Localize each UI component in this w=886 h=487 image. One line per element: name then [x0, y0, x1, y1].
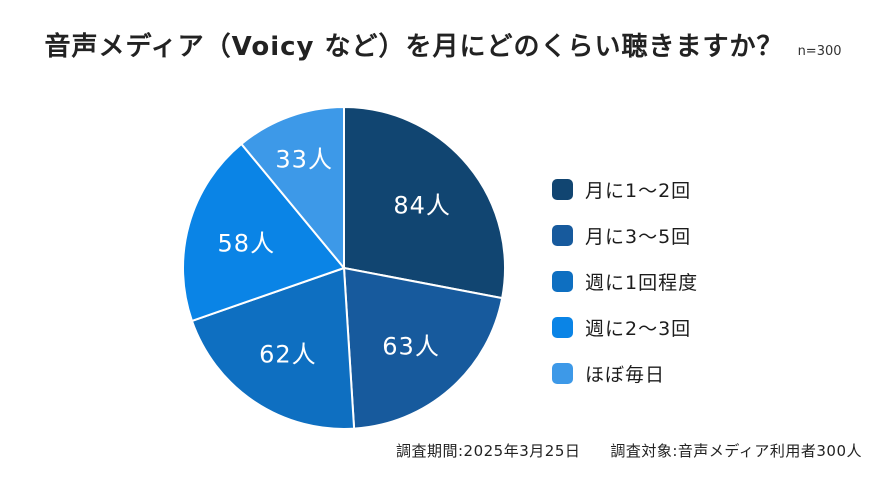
legend-item: 月に1～2回 [552, 176, 698, 203]
pie-slice [240, 106, 345, 269]
pie-slice [190, 267, 356, 430]
legend-item: ほぼ毎日 [552, 360, 698, 387]
legend-label: ほぼ毎日 [585, 364, 666, 386]
legend-label: 月に1～2回 [585, 180, 692, 202]
legend-swatch [552, 317, 573, 338]
legend-item: 週に1回程度 [552, 268, 698, 295]
legend-label: 週に2～3回 [585, 318, 692, 340]
pie-area: 84人 63人 62人 58人 33人 [182, 106, 506, 430]
legend-item: 週に2～3回 [552, 314, 698, 341]
pie-slice [343, 106, 506, 300]
sample-size-label: n=300 [797, 44, 842, 59]
legend-label: 週に1回程度 [585, 272, 699, 294]
pie-slice [343, 267, 504, 430]
pie-chart [182, 106, 506, 430]
legend-label: 月に3～5回 [585, 226, 692, 248]
chart-title: 音声メディア（Voicy など）を月にどのくらい聴きますか？ [44, 32, 784, 62]
survey-period: 調査期間:2025年3月25日 [396, 442, 581, 460]
survey-footer: 調査期間:2025年3月25日 調査対象:音声メディア利用者300人 [396, 440, 862, 461]
legend-swatch [552, 271, 573, 292]
legend-swatch [552, 179, 573, 200]
legend: 月に1～2回 月に3～5回 週に1回程度 週に2～3回 ほぼ毎日 [552, 176, 698, 387]
legend-swatch [552, 363, 573, 384]
legend-swatch [552, 225, 573, 246]
legend-item: 月に3～5回 [552, 222, 698, 249]
pie-slice [182, 142, 345, 322]
chart-title-row: 音声メディア（Voicy など）を月にどのくらい聴きますか？ n=300 [0, 26, 886, 63]
survey-target: 調査対象:音声メディア利用者300人 [610, 442, 862, 460]
